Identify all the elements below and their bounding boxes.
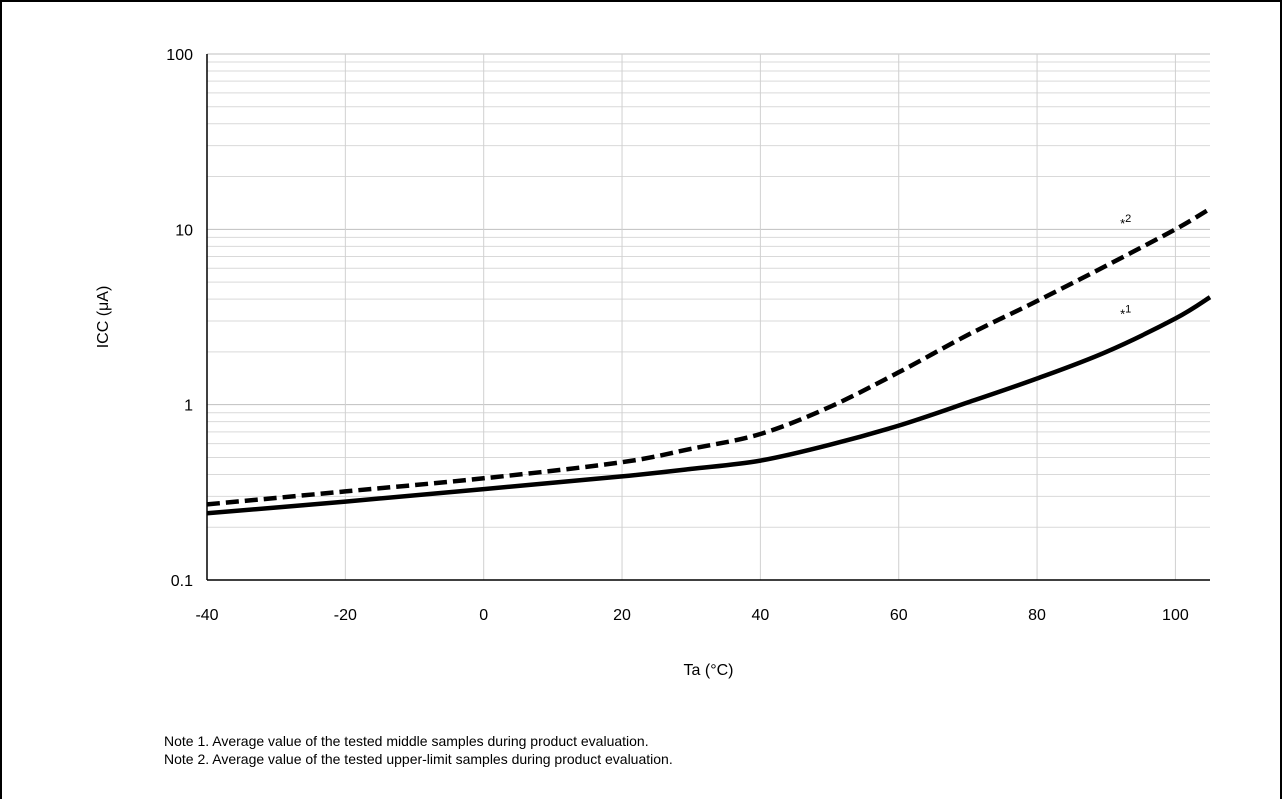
- y-tick-label: 10: [175, 222, 193, 239]
- y-axis-label: ICC (μA): [95, 286, 112, 349]
- annotation-star: *: [1120, 307, 1125, 322]
- series-line-2: [206, 206, 1212, 507]
- x-tick-label: 20: [613, 607, 631, 624]
- annotations: *1*2: [1120, 213, 1131, 322]
- annotation-2: *2: [1120, 213, 1131, 231]
- series-line-1: [206, 295, 1212, 516]
- annotation-star: *: [1120, 216, 1125, 231]
- annotation-sup: 2: [1125, 213, 1131, 225]
- x-tick-label: -20: [334, 607, 357, 624]
- y-tick-label: 1: [184, 398, 193, 415]
- grid: [206, 53, 1210, 581]
- y-tick-label: 0.1: [171, 573, 193, 590]
- axes: [206, 54, 1210, 581]
- note-1: Note 1. Average value of the tested midd…: [164, 733, 649, 749]
- y-tick-label: 100: [166, 47, 193, 64]
- x-tick-label: -40: [195, 607, 218, 624]
- x-tick-label: 0: [479, 607, 488, 624]
- notes: Note 1. Average value of the tested midd…: [164, 732, 673, 768]
- annotation-sup: 1: [1125, 304, 1131, 316]
- x-tick-label: 80: [1028, 607, 1046, 624]
- series-group: [206, 206, 1212, 516]
- x-axis-label: Ta (°C): [684, 662, 734, 679]
- tick-labels: -40 -20 0 20 40 60 80 100 0.1 1 10 100: [166, 47, 1189, 624]
- x-tick-label: 40: [751, 607, 769, 624]
- x-tick-label: 100: [1162, 607, 1189, 624]
- note-2: Note 2. Average value of the tested uppe…: [164, 751, 673, 767]
- x-tick-label: 60: [890, 607, 908, 624]
- annotation-1: *1: [1120, 304, 1131, 322]
